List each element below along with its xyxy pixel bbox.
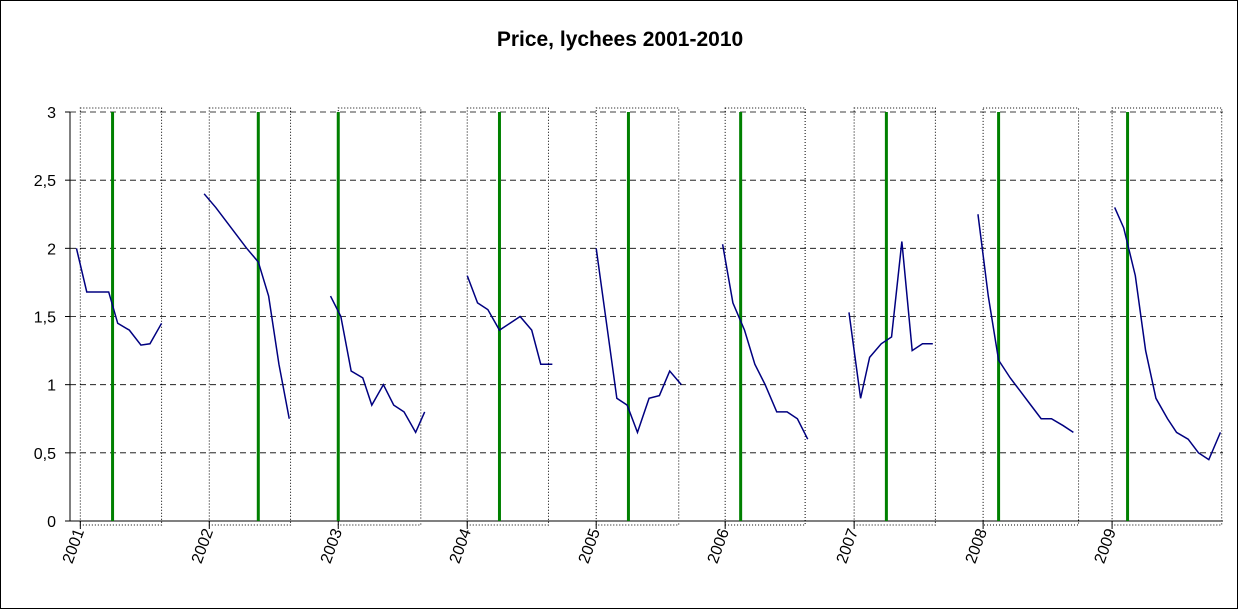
y-tick-label: 0 bbox=[47, 514, 56, 531]
y-tick-label: 2 bbox=[47, 241, 56, 258]
chart-title: Price, lychees 2001-2010 bbox=[497, 28, 743, 51]
y-tick-label: 1,5 bbox=[34, 310, 56, 327]
y-tick-label: 0,5 bbox=[34, 446, 56, 463]
season-span bbox=[595, 107, 680, 526]
y-tick-label: 1 bbox=[47, 378, 56, 395]
y-tick-label: 3 bbox=[47, 105, 56, 122]
price-line bbox=[75, 193, 1222, 461]
y-tick-label: 2,5 bbox=[34, 173, 56, 190]
